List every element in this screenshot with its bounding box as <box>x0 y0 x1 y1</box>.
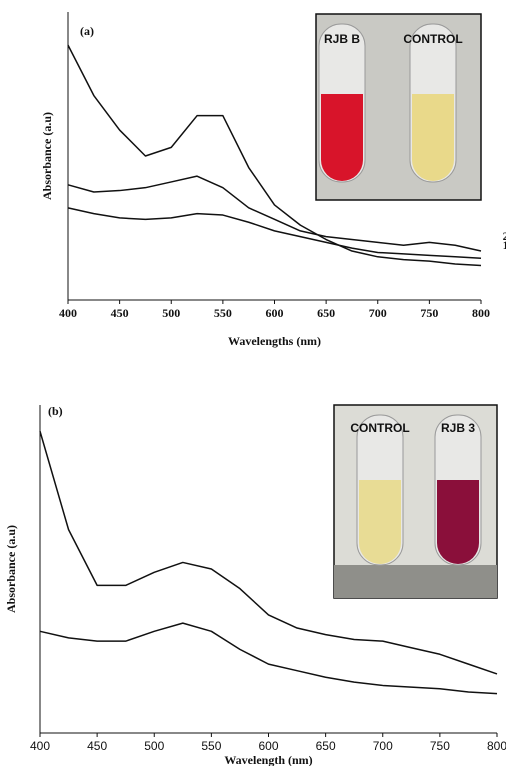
y-axis-label: Absorbance (a.u) <box>40 112 54 200</box>
inset-label: RJB 3 <box>441 421 475 435</box>
series-line <box>67 207 482 259</box>
tube-liquid <box>359 480 401 564</box>
tube-liquid <box>412 94 454 181</box>
x-tick-label: 400 <box>30 739 50 753</box>
series-line <box>67 175 482 252</box>
x-tick-label: 550 <box>214 306 232 320</box>
inset-label: CONTROL <box>350 421 409 435</box>
x-tick-label: 700 <box>373 739 393 753</box>
inset-label: CONTROL <box>403 32 462 46</box>
series-label: 24h <box>503 229 506 243</box>
x-tick-label: 750 <box>430 739 450 753</box>
inset-label: RJB B <box>324 32 360 46</box>
x-tick-label: 650 <box>316 739 336 753</box>
series-line <box>39 622 498 695</box>
x-tick-label: 800 <box>472 306 490 320</box>
tube-liquid <box>321 94 363 181</box>
y-axis-label: Absorbance (a.u) <box>4 525 18 613</box>
x-tick-label: 500 <box>144 739 164 753</box>
inset-floor <box>334 565 497 598</box>
series-line <box>39 431 498 675</box>
x-tick-label: 450 <box>87 739 107 753</box>
x-tick-label: 600 <box>258 739 278 753</box>
x-tick-label: 400 <box>59 306 77 320</box>
series-label: 16h <box>503 238 506 252</box>
x-tick-label: 700 <box>369 306 387 320</box>
x-axis-label: Wavelength (nm) <box>224 753 312 766</box>
x-axis-label: Wavelengths (nm) <box>228 334 321 348</box>
series-line <box>67 44 482 267</box>
x-tick-label: 450 <box>111 306 129 320</box>
x-tick-label: 650 <box>317 306 335 320</box>
panel-label: (a) <box>80 24 94 38</box>
x-tick-label: 500 <box>162 306 180 320</box>
panel-label: (b) <box>48 404 63 418</box>
x-tick-label: 750 <box>420 306 438 320</box>
x-tick-label: 600 <box>266 306 284 320</box>
x-tick-label: 800 <box>487 739 506 753</box>
tube-liquid <box>437 480 479 564</box>
x-tick-label: 550 <box>201 739 221 753</box>
